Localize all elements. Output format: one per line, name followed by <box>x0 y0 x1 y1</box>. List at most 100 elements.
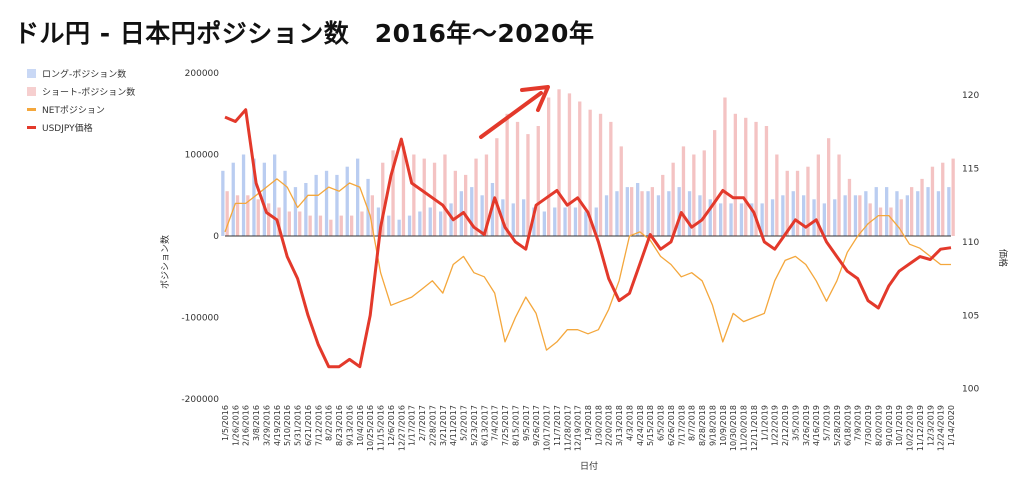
x-tick-label: 1/17/2017 <box>408 405 417 446</box>
chart-title: ドル円 - 日本円ポジション数 2016年〜2020年 <box>14 19 595 48</box>
bar-long <box>646 191 650 236</box>
bar-short <box>910 187 914 236</box>
x-tick-label: 7/17/2018 <box>677 405 686 446</box>
x-tick-label: 3/5/2019 <box>791 405 800 441</box>
bar-short <box>329 219 333 236</box>
bar-short <box>557 89 561 236</box>
x-tick-label: 6/5/2018 <box>657 405 666 441</box>
bar-short <box>339 215 343 236</box>
legend-label-net: NETポジション <box>42 105 105 116</box>
x-tick-label: 11/12/2019 <box>916 405 925 451</box>
x-axis-label: 日付 <box>580 461 598 472</box>
bar-long <box>895 191 899 236</box>
bar-short <box>350 215 354 236</box>
bar-long <box>667 191 671 236</box>
bar-short <box>256 199 260 236</box>
bar-short <box>837 154 841 236</box>
x-tick-label: 7/12/2016 <box>314 405 323 446</box>
x-tick-label: 1/5/2016 <box>221 405 230 441</box>
bar-long <box>864 191 868 236</box>
bar-long <box>304 183 308 236</box>
bar-short <box>515 121 520 236</box>
bar-long <box>905 195 909 237</box>
bar-long <box>885 187 889 236</box>
x-tick-label: 4/19/2016 <box>273 405 282 446</box>
bar-short <box>702 150 706 236</box>
legend-swatch-short <box>27 86 36 96</box>
x-tick-label: 11/28/2017 <box>563 405 572 451</box>
x-tick-label: 10/17/2017 <box>543 405 552 451</box>
y2-axis-ticks: 120 115 110 105 100 <box>962 91 979 395</box>
x-tick-label: 1/9/2018 <box>584 405 593 441</box>
x-tick-label: 3/13/2018 <box>615 405 624 446</box>
bar-long <box>573 207 578 236</box>
x-tick-label: 8/28/2018 <box>698 405 707 446</box>
x-tick-label: 2/16/2016 <box>242 405 251 446</box>
bar-long <box>563 207 567 236</box>
legend-swatch-net <box>27 107 36 111</box>
bar-long <box>615 191 619 236</box>
x-tick-label: 3/21/2017 <box>439 405 448 446</box>
x-tick-label: 5/7/2019 <box>823 405 832 441</box>
bar-short <box>723 97 727 237</box>
x-tick-label: 10/4/2016 <box>356 405 365 446</box>
bar-short <box>661 174 665 236</box>
bar-short <box>588 109 592 236</box>
y-tick-label: -200000 <box>181 395 219 405</box>
bar-short <box>412 154 416 236</box>
bar-short <box>401 146 406 236</box>
bar-short <box>277 207 281 236</box>
x-tick-label: 4/3/2018 <box>626 405 635 441</box>
bar-short <box>764 126 769 236</box>
x-tick-label: 5/23/2017 <box>470 405 479 446</box>
x-tick-label: 8/23/2016 <box>335 405 344 446</box>
x-tick-label: 5/15/2018 <box>646 405 655 446</box>
bar-short <box>381 162 385 236</box>
bar-short <box>578 101 582 236</box>
bar-long <box>594 207 598 236</box>
bar-long <box>843 195 847 237</box>
bar-short <box>744 117 748 236</box>
bar-short <box>868 203 872 236</box>
x-tick-label: 7/9/2019 <box>854 405 863 441</box>
bar-short <box>733 113 737 237</box>
x-tick-label: 12/24/2019 <box>937 405 946 451</box>
bar-long <box>542 211 546 236</box>
legend-item-price: USDJPY価格 <box>27 118 135 136</box>
legend-swatch-long <box>27 68 36 78</box>
bar-short <box>630 187 634 236</box>
y2-tick-label: 120 <box>962 91 979 101</box>
x-tick-label: 9/10/2019 <box>885 405 894 446</box>
bar-long <box>677 187 681 236</box>
bar-long <box>324 170 329 236</box>
bar-short <box>567 93 572 237</box>
x-tick-label: 1/1/2019 <box>760 405 769 441</box>
bar-long <box>760 203 764 236</box>
bar-short <box>225 191 229 236</box>
y2-tick-label: 110 <box>962 238 979 248</box>
bar-short <box>640 191 644 236</box>
x-tick-label: 10/1/2019 <box>895 405 904 446</box>
bar-long <box>853 195 858 237</box>
bar-short <box>816 154 820 236</box>
bar-short <box>681 146 686 236</box>
bar-short <box>505 113 509 237</box>
bar-long <box>822 203 826 236</box>
bar-short <box>484 154 489 236</box>
bar-short <box>287 211 291 236</box>
bar-short <box>536 126 540 236</box>
x-tick-label: 5/28/2019 <box>833 405 842 446</box>
x-tick-label: 4/24/2018 <box>636 405 645 446</box>
x-tick-label: 8/15/2017 <box>511 405 520 446</box>
bar-long <box>356 158 360 236</box>
x-tick-label: 6/13/2017 <box>480 405 489 446</box>
bar-short <box>267 203 271 236</box>
bar-short <box>920 178 924 236</box>
bar-short <box>370 195 374 237</box>
x-tick-label: 9/26/2017 <box>532 405 541 446</box>
usdjpy-price-line <box>224 108 952 369</box>
y2-tick-label: 115 <box>962 165 979 175</box>
x-tick-label: 2/20/2018 <box>605 405 614 446</box>
bar-long <box>532 207 536 236</box>
y-tick-label: -100000 <box>181 314 219 324</box>
